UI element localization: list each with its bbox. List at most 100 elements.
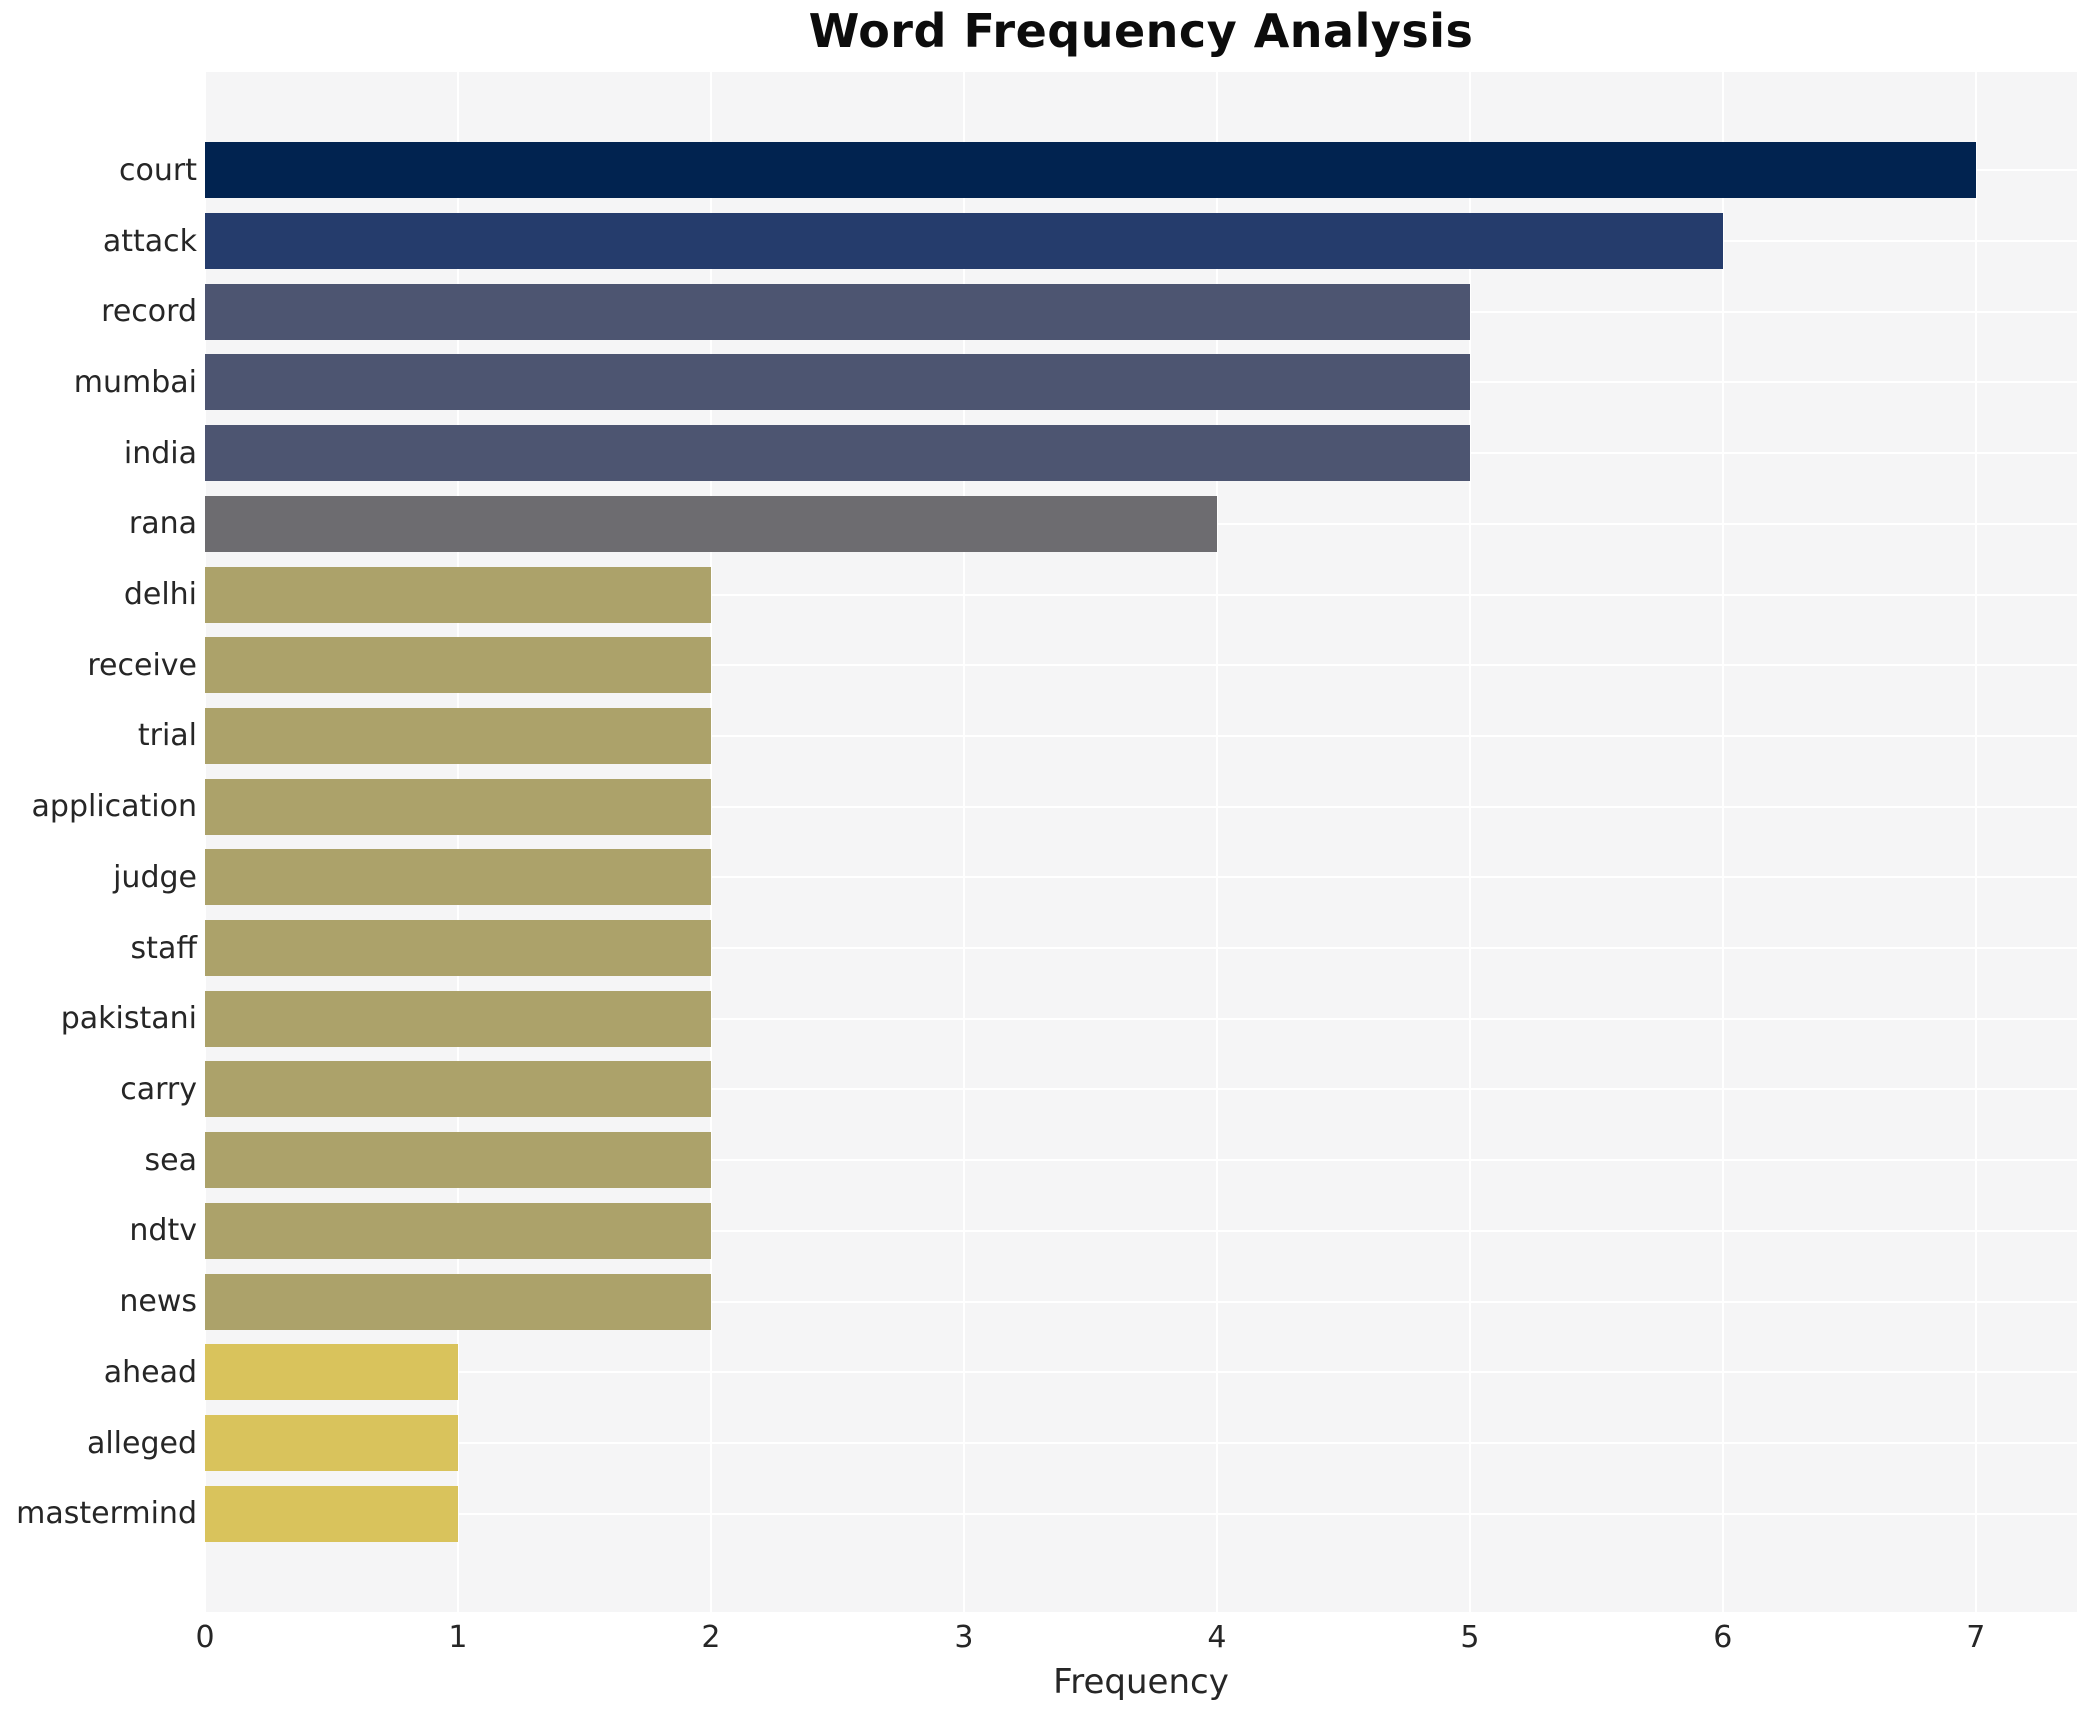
frequency-bar	[205, 637, 711, 694]
bar-area	[205, 135, 2077, 206]
y-gridline	[205, 1229, 2077, 1232]
frequency-bar	[205, 1202, 711, 1259]
x-gridline	[204, 72, 206, 1612]
bar-row: receive	[0, 630, 2083, 701]
y-gridline	[205, 1512, 2077, 1515]
frequency-bar	[205, 213, 1723, 270]
bar-area	[205, 347, 2077, 418]
x-tick-label: 2	[701, 1620, 721, 1655]
category-label: ndtv	[129, 1213, 197, 1249]
bar-area	[205, 630, 2077, 701]
frequency-bar	[205, 1132, 711, 1189]
bar-rows: court attack record mumbai india	[0, 135, 2083, 1549]
bar-row: pakistani	[0, 983, 2083, 1054]
bar-area	[205, 276, 2077, 347]
bar-area	[205, 1337, 2077, 1408]
bar-area	[205, 842, 2077, 913]
category-label: application	[31, 789, 197, 825]
y-gridline	[205, 1159, 2077, 1162]
x-tick-label: 3	[954, 1620, 974, 1655]
frequency-bar	[205, 1344, 458, 1401]
category-label: delhi	[123, 577, 197, 613]
bar-row: staff	[0, 913, 2083, 984]
category-label: news	[119, 1284, 197, 1320]
bar-row: carry	[0, 1054, 2083, 1125]
bar-area	[205, 559, 2077, 630]
x-gridline	[456, 72, 459, 1612]
category-label: india	[123, 435, 197, 471]
y-gridline	[205, 593, 2077, 596]
category-label: judge	[113, 859, 197, 895]
bar-area	[205, 1054, 2077, 1125]
y-gridline	[205, 1088, 2077, 1091]
frequency-bar	[205, 142, 1976, 199]
category-label: ahead	[103, 1354, 197, 1390]
y-gridline	[205, 1442, 2077, 1444]
category-label: pakistani	[60, 1001, 197, 1037]
x-gridline	[1974, 72, 1977, 1612]
frequency-bar	[205, 990, 711, 1047]
bar-row: court	[0, 135, 2083, 206]
frequency-bar	[205, 283, 1470, 340]
bar-area	[205, 1266, 2077, 1337]
bar-area	[205, 983, 2077, 1054]
y-gridline	[205, 947, 2077, 950]
category-label: court	[119, 152, 197, 188]
bar-row: mastermind	[0, 1478, 2083, 1549]
category-label: alleged	[86, 1425, 197, 1461]
bar-row: judge	[0, 842, 2083, 913]
x-tick-label: 5	[1460, 1620, 1480, 1655]
x-tick-label: 4	[1207, 1620, 1227, 1655]
frequency-bar	[205, 707, 711, 764]
x-axis: 0 1 2 3 4 5 6 7	[195, 1620, 2077, 1662]
bar-row: mumbai	[0, 347, 2083, 418]
category-label: trial	[137, 718, 197, 754]
bar-row: delhi	[0, 559, 2083, 630]
x-tick-label: 6	[1713, 1620, 1733, 1655]
frequency-bar	[205, 1485, 458, 1542]
y-gridline	[205, 1300, 2077, 1303]
bar-row: ahead	[0, 1337, 2083, 1408]
y-gridline	[205, 664, 2077, 667]
bar-area	[205, 489, 2077, 560]
bar-row: rana	[0, 489, 2083, 560]
y-gridline	[205, 1017, 2077, 1020]
bar-area	[205, 701, 2077, 772]
frequency-bar	[205, 1273, 711, 1330]
frequency-bar	[205, 354, 1470, 411]
category-label: staff	[130, 930, 197, 966]
bar-row: sea	[0, 1125, 2083, 1196]
x-gridline	[709, 72, 712, 1612]
bar-row: news	[0, 1266, 2083, 1337]
x-axis-label: Frequency	[1053, 1662, 1229, 1702]
frequency-bar	[205, 849, 711, 906]
x-gridline	[962, 72, 965, 1612]
bar-area	[205, 1478, 2077, 1549]
frequency-bar	[205, 425, 1470, 482]
chart-title: Word Frequency Analysis	[808, 4, 1474, 58]
frequency-bar	[205, 1061, 711, 1118]
bar-area	[205, 913, 2077, 984]
x-tick-label: 1	[448, 1620, 468, 1655]
bar-row: india	[0, 418, 2083, 489]
y-gridline	[205, 1371, 2077, 1374]
bar-area	[205, 418, 2077, 489]
frequency-bar	[205, 495, 1217, 552]
category-label: carry	[120, 1071, 197, 1107]
bar-area	[205, 206, 2077, 277]
category-label: receive	[87, 647, 197, 683]
y-gridline	[205, 876, 2077, 879]
category-label: mastermind	[16, 1496, 197, 1532]
category-label: rana	[128, 506, 197, 542]
x-gridline	[1721, 72, 1724, 1612]
bar-area	[205, 1408, 2077, 1479]
category-label: attack	[102, 223, 197, 259]
y-gridline	[205, 805, 2077, 808]
bar-row: alleged	[0, 1408, 2083, 1479]
x-gridline	[1468, 72, 1471, 1612]
frequency-bar	[205, 566, 711, 623]
frequency-bar	[205, 1415, 458, 1471]
bar-row: attack	[0, 206, 2083, 277]
frequency-bar	[205, 778, 711, 835]
